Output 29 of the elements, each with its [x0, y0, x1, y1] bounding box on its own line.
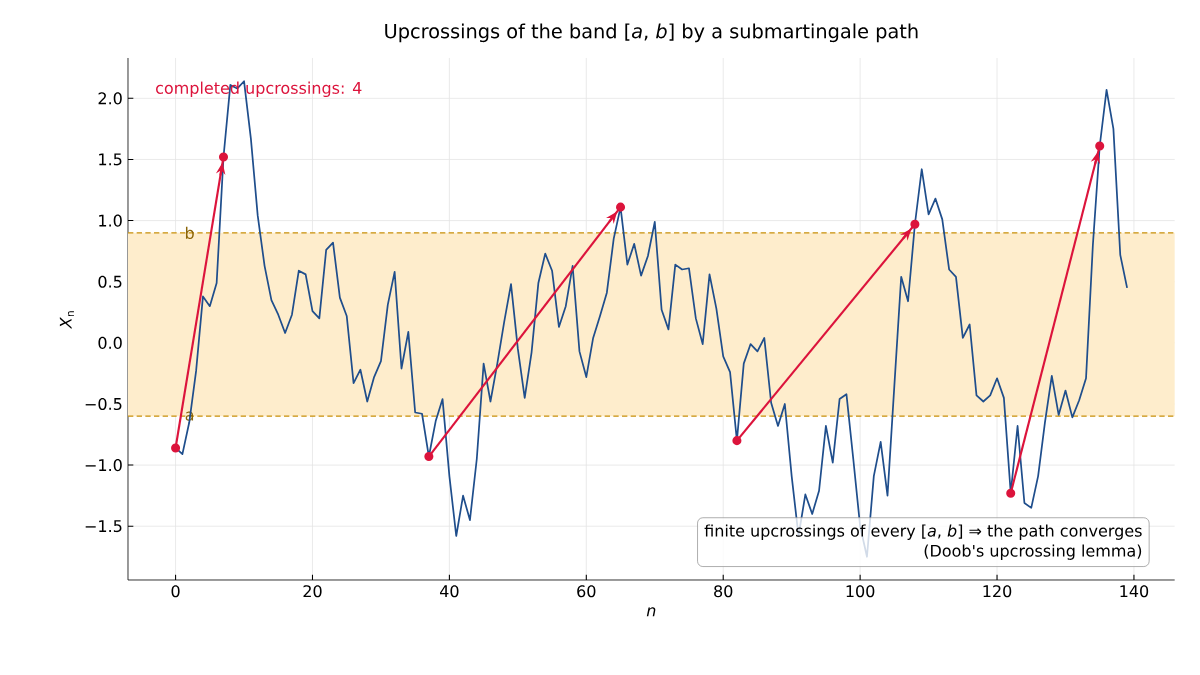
annotation: (Doob's upcrossing lemma) — [924, 544, 1142, 560]
point — [732, 436, 742, 446]
x-tick-label: 0 — [171, 585, 180, 598]
point — [171, 443, 181, 453]
x-tick-label: 100 — [846, 585, 875, 598]
x-tick-label: 120 — [983, 585, 1012, 598]
x-tick-label: 40 — [439, 585, 459, 598]
x-tick-label: 60 — [577, 585, 596, 598]
point — [218, 152, 229, 162]
y-tick-label: 0.5 — [98, 275, 122, 288]
point — [615, 202, 626, 212]
x-tick-label: 140 — [1120, 585, 1149, 598]
y-tick-label: −1.5 — [85, 520, 122, 533]
point — [910, 219, 920, 229]
point — [424, 451, 434, 462]
x-tick-label: 20 — [303, 585, 322, 598]
y-tick-label: 1.5 — [99, 153, 122, 166]
y-tick-label: −0.5 — [85, 397, 122, 411]
y-tick-label: −1.0 — [85, 459, 122, 472]
chart-title: Upcrossings of the band [a, b] by a submartingale path — [385, 23, 918, 43]
point — [1095, 141, 1105, 151]
point — [1006, 488, 1016, 498]
y-tick-label: 2.0 — [98, 92, 122, 105]
y-tick-label: 0.0 — [98, 336, 122, 349]
x-tick-label: 80 — [714, 585, 733, 598]
x-axis-title: n — [646, 607, 656, 617]
y-axis-title: X$_{n}$ — [59, 311, 74, 330]
annotation: finite upcrossings of every [a, b] ⇒ the path converges — [704, 524, 1142, 540]
y-tick-label: 1.0 — [99, 214, 122, 227]
